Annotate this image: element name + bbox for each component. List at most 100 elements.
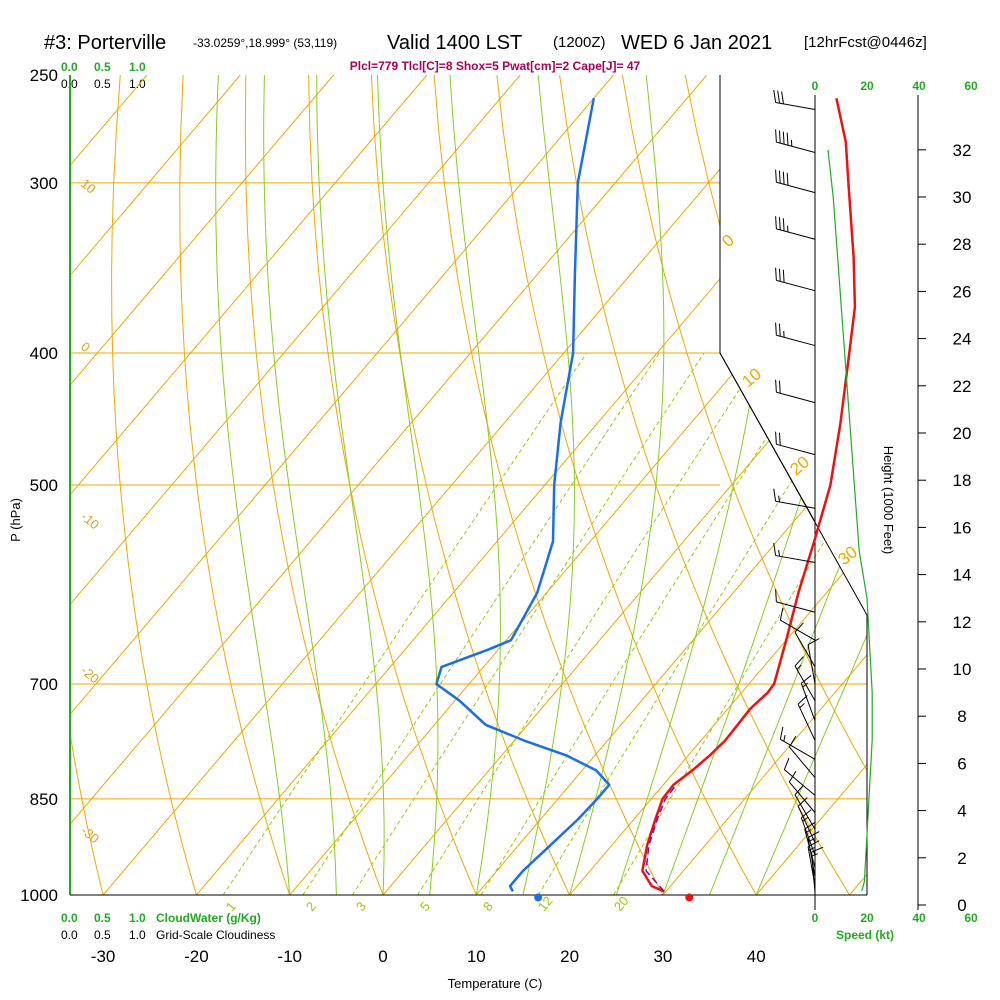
wind-barb-feather — [778, 380, 781, 394]
isotherm-line — [662, 75, 867, 895]
wind-barb-staff — [797, 703, 816, 741]
wind-barb-staff — [800, 683, 816, 722]
isotherm-line — [70, 75, 708, 895]
pressure-tick-label: 850 — [30, 790, 58, 809]
cloudwater-tick: 1.0 — [129, 60, 146, 74]
moist-adiabat-line — [377, 75, 439, 895]
wind-barb-staff — [780, 738, 816, 760]
wind-barb-half-feather — [799, 703, 805, 709]
speed-axis-label: Speed (kt) — [836, 928, 894, 942]
wind-barb-feather — [811, 846, 824, 853]
wind-barb-feather — [778, 432, 781, 446]
wind-barb — [797, 695, 816, 741]
wind-barb-staff — [776, 391, 816, 404]
wind-barb-feather — [797, 695, 808, 705]
wind-barb-feather — [794, 784, 804, 796]
wind-barb-staff — [794, 631, 816, 668]
wind-barb-feather — [778, 217, 781, 230]
wind-barb-feather — [779, 607, 784, 621]
surface-temperature-marker — [685, 893, 694, 902]
pressure-tick-label: 1000 — [20, 886, 58, 905]
wind-barb-half-feather — [796, 664, 802, 670]
moist-adiabat-line — [569, 75, 665, 895]
wind-barb-half-feather — [808, 838, 815, 842]
mixing-ratio-line — [302, 352, 660, 895]
wind-barb — [794, 656, 816, 701]
wind-barb-staff — [807, 644, 816, 685]
temperature-tick-label: 30 — [653, 947, 672, 966]
wind-barb-staff — [776, 228, 816, 240]
mixing-ratio-label: 2 — [303, 899, 319, 914]
pressure-tick-label: 300 — [30, 174, 58, 193]
dry-adiabat-label: 20 — [786, 452, 813, 479]
wind-barb-feather — [807, 831, 820, 839]
wind-barb — [775, 129, 816, 153]
wind-barb — [775, 431, 816, 456]
wind-barb — [779, 607, 816, 641]
speed-tick-label: 40 — [912, 79, 926, 93]
dry-adiabat-label: 10 — [738, 364, 765, 391]
height-tick-label: 8 — [957, 707, 966, 726]
height-tick-label: 20 — [953, 424, 972, 443]
isotherm-label: -10 — [78, 509, 102, 533]
speed-tick-label: 40 — [912, 911, 926, 925]
wind-barb-feather — [773, 542, 777, 556]
mixing-ratio-label: 5 — [417, 899, 433, 914]
mixing-ratio-line — [537, 352, 867, 895]
wind-barb-staff — [794, 794, 816, 830]
wind-barb — [788, 770, 816, 813]
height-tick-label: 16 — [953, 518, 972, 537]
cloudiness-tick: 0.0 — [61, 928, 78, 942]
wind-barb-staff — [775, 555, 816, 563]
wind-barb-staff — [784, 769, 816, 796]
wind-barb-feather — [778, 268, 781, 282]
wind-barb-staff — [788, 781, 816, 813]
mixing-ratio-line — [480, 352, 821, 895]
valid-date: WED 6 Jan 2021 — [621, 32, 772, 54]
wind-barb-feather — [778, 323, 781, 337]
dry-adiabat-line — [111, 75, 197, 895]
wind-barb-feather — [786, 132, 789, 146]
isotherm-label: -20 — [78, 663, 102, 687]
dewpoint-profile — [435, 97, 611, 893]
dry-adiabat-label: 0 — [718, 230, 737, 251]
wind-barb — [794, 784, 816, 830]
wind-barb-feather — [782, 171, 785, 185]
valid-time: Valid 1400 LST — [387, 32, 522, 54]
wind-barb-staff — [776, 279, 816, 292]
mixing-ratio-line — [417, 352, 764, 895]
wind-speed-profile — [827, 149, 873, 891]
isotherm-line — [70, 75, 241, 895]
wind-barb-staff — [776, 443, 816, 456]
wind-barb — [775, 379, 816, 404]
cloudwater-tick: 0.5 — [94, 60, 111, 74]
wind-barb-feather — [794, 622, 804, 633]
dry-adiabat-line — [308, 75, 477, 895]
cloudwater-label: CloudWater (g/Kg) — [156, 911, 261, 925]
temperature-tick-label: 20 — [560, 947, 579, 966]
mixing-ratio-label: 8 — [480, 899, 496, 914]
pressure-tick-label: 250 — [30, 66, 58, 85]
stability-indices: Plcl=779 Tlcl[C]=8 Shox=5 Pwat[cm]=2 Cap… — [350, 59, 641, 73]
utc-time: (1200Z) — [553, 34, 606, 51]
wind-barb-feather — [773, 488, 777, 502]
moist-adiabat-line — [755, 75, 867, 895]
height-tick-label: 22 — [953, 377, 972, 396]
isotherm-line — [70, 75, 521, 895]
wind-barb — [775, 322, 816, 347]
wind-barb-feather — [782, 218, 785, 231]
mixing-ratio-line — [222, 352, 588, 895]
temperature-tick-label: 0 — [378, 947, 387, 966]
wind-barb-feather — [773, 89, 777, 103]
cloudiness-tick: 1.0 — [129, 928, 146, 942]
wind-barb-feather — [782, 131, 785, 145]
wind-barb — [811, 846, 824, 893]
wind-barb-feather — [781, 91, 784, 104]
wind-barb-feather — [807, 638, 820, 646]
wind-barb-staff — [776, 334, 816, 347]
wind-barb — [773, 542, 816, 563]
wind-barb-staff — [811, 852, 816, 893]
isotherm-line — [102, 75, 801, 895]
